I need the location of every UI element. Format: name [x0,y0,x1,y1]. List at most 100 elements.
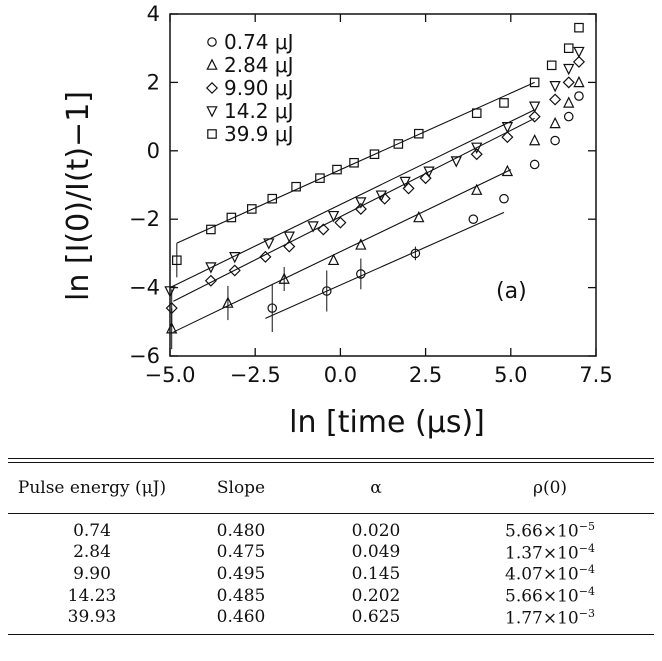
annotation-label: (a) [496,279,527,304]
data-point [332,164,342,175]
legend-marker [206,106,218,118]
table-header-rule [8,513,654,514]
data-point [375,190,387,202]
data-point [355,197,367,209]
legend-label: 0.74 μJ [224,30,294,54]
data-point [204,274,217,287]
fit-line [173,169,512,333]
data-point [413,210,425,223]
cell-energy: 14.23 [67,585,117,606]
y-tick-label: −6 [129,344,160,368]
data-point [573,75,585,88]
table-row: 39.93 0.460 0.625 1.77×10−3 [8,607,654,629]
data-point [501,122,514,134]
data-point [574,22,584,33]
data-point [423,166,435,178]
data-point [471,183,483,195]
legend-marker [207,37,217,47]
cell-rho: 5.66×10−4 [446,585,654,607]
data-point [355,238,367,250]
rho-exponent: −4 [578,563,595,577]
data-point [563,96,575,108]
rho-mantissa: 4.07×10 [505,564,579,585]
x-tick-label: 5.0 [494,363,527,387]
data-point [246,204,257,214]
rho-exponent: −3 [578,606,595,620]
plot-frame [169,13,597,357]
data-point [563,43,574,53]
y-tick-label: 2 [147,70,160,94]
rho-mantissa: 5.66×10 [505,586,579,607]
rho-mantissa: 1.77×10 [505,608,579,629]
legend-marker [207,129,217,139]
data-point [529,77,540,88]
data-point [283,231,295,243]
cell-alpha: 0.202 [351,585,401,606]
data-point [327,253,340,266]
data-point [528,110,541,123]
y-tick-label: −2 [129,207,160,231]
axis-ticks: −5.0 −2.5 0.0 2.5 5.0 7.5 −6 −4 −2 0 2 4 [129,2,613,387]
legend-marker [205,81,219,95]
col-header-energy: Pulse energy (μJ) [17,478,167,498]
table-row: 2.84 0.475 0.049 1.37×10−4 [8,542,654,564]
data-point [205,262,217,274]
y-tick-label: 4 [147,2,160,26]
data-point [349,157,359,168]
legend-label: 9.90 μJ [224,76,294,100]
data-point [369,149,380,160]
cell-slope: 0.460 [216,607,266,628]
data-point [549,116,561,129]
data-point [468,214,479,224]
data-point [393,139,404,149]
y-tick-label: 0 [147,139,160,163]
cell-rho: 5.66×10−5 [446,520,654,542]
cell-alpha: 0.020 [351,520,401,541]
data-point [529,159,540,170]
scatter-plot: −5.0 −2.5 0.0 2.5 5.0 7.5 −6 −4 −2 0 2 4 0.74 μJ2.8… [61,2,613,440]
data-point [402,182,415,195]
data-point [546,60,557,71]
data-point [315,173,325,183]
cell-alpha: 0.625 [351,607,401,628]
cell-rho: 1.37×10−4 [446,542,654,564]
data-point [471,142,483,154]
x-tick-label: −5.0 [145,363,196,387]
results-table-container: Pulse energy (μJ) Slope α ρ(0) 0.74 0.48… [8,458,654,636]
cell-slope: 0.485 [216,585,266,606]
data-point [419,172,432,185]
rho-exponent: −4 [578,584,595,598]
col-header-rho: ρ(0) [532,478,568,498]
results-table: Pulse energy (μJ) Slope α ρ(0) [8,463,654,513]
data-point [378,192,391,205]
table-top-rule [8,458,654,459]
data-point [399,176,411,189]
cell-alpha: 0.049 [351,542,401,563]
data-point [267,193,278,204]
data-point [550,135,560,146]
table-row: 14.23 0.485 0.202 5.66×10−4 [8,585,654,607]
rho-mantissa: 5.66×10 [505,521,579,542]
data-point [470,148,483,161]
cell-slope: 0.475 [216,542,266,563]
table-row: 0.74 0.480 0.020 5.66×10−5 [8,520,654,542]
x-tick-label: −2.5 [230,363,281,387]
data-point [499,98,509,108]
data-point [334,216,347,229]
cell-rho: 4.07×10−4 [446,563,654,585]
fit-line [169,109,535,289]
data-point [206,224,216,235]
cell-slope: 0.495 [216,564,266,585]
data-point [563,111,574,122]
data-point [354,202,367,215]
col-header-alpha: α [370,478,382,498]
data-point [572,55,586,68]
legend-marker [206,58,218,70]
data-point [291,181,301,192]
data-point [499,193,509,204]
data-point [228,264,241,277]
cell-alpha: 0.145 [351,564,401,585]
data-points [164,22,586,350]
cell-rho: 1.77×10−3 [446,607,654,629]
data-point [471,108,482,118]
